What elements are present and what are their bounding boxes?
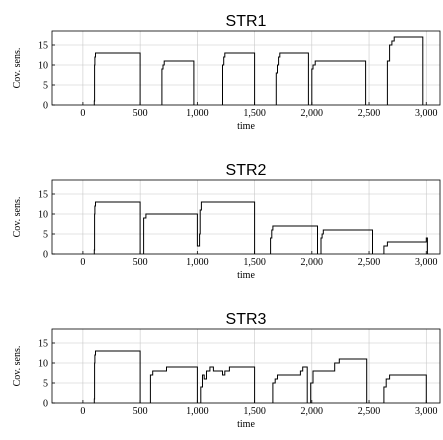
y-tick-label: 10 bbox=[38, 210, 48, 221]
x-tick-label: 2,000 bbox=[301, 257, 324, 268]
series-segment-4 bbox=[272, 366, 308, 403]
x-tick-label: 500 bbox=[133, 108, 148, 119]
panel-str2: STR2 0 500 1,000 1,500 2,000 2,500 3,000 0 5 10 15… bbox=[12, 162, 441, 281]
y-tick-label: 5 bbox=[43, 81, 48, 92]
plot-frame bbox=[51, 30, 441, 106]
series-segment-5 bbox=[383, 237, 428, 254]
x-tick-label: 0 bbox=[80, 257, 85, 268]
series-segment-2 bbox=[143, 201, 256, 254]
panel-str1: STR1 0 500 1,000 1,500 2,000 2,500 3,000 0 5 10 15… bbox=[12, 13, 441, 132]
gridlines bbox=[52, 31, 440, 106]
series-segment-3 bbox=[270, 225, 318, 254]
x-tick-label: 3,000 bbox=[415, 108, 438, 119]
gridlines bbox=[52, 180, 440, 255]
x-tick-label: 3,000 bbox=[415, 257, 438, 268]
y-tick-label: 5 bbox=[43, 379, 48, 390]
x-tick-label: 500 bbox=[133, 257, 148, 268]
y-tick-label: 15 bbox=[38, 190, 48, 201]
x-tick-label: 2,000 bbox=[301, 108, 324, 119]
gridlines bbox=[52, 329, 440, 404]
panel-title: STR2 bbox=[226, 162, 267, 179]
x-tick-label: 1,500 bbox=[243, 257, 266, 268]
series-segment-6 bbox=[383, 374, 427, 403]
x-tick-label: 2,000 bbox=[301, 406, 324, 417]
y-tick-label: 10 bbox=[38, 359, 48, 370]
x-tick-label: 2,500 bbox=[358, 406, 381, 417]
x-axis-label: time bbox=[237, 121, 255, 132]
y-tick-label: 0 bbox=[43, 250, 48, 261]
x-tick-label: 1,500 bbox=[243, 108, 266, 119]
x-axis-label: time bbox=[237, 270, 255, 281]
series-segment-5 bbox=[311, 60, 367, 105]
tick-labels: 0 500 1,000 1,500 2,000 2,500 3,000 0 5 10 15 bbox=[38, 190, 438, 269]
plot-frame bbox=[51, 179, 441, 255]
series-segment-1 bbox=[93, 350, 141, 404]
tick-labels: 0 500 1,000 1,500 2,000 2,500 3,000 0 5 10 15 bbox=[38, 41, 438, 120]
series-segment-3 bbox=[222, 52, 256, 105]
y-tick-label: 15 bbox=[38, 41, 48, 52]
panel-title: STR3 bbox=[226, 311, 267, 328]
x-tick-label: 1,000 bbox=[186, 257, 209, 268]
x-tick-label: 3,000 bbox=[415, 406, 438, 417]
series-segment-2 bbox=[149, 366, 198, 403]
y-axis-label: Cov. sens. bbox=[12, 48, 23, 89]
x-tick-label: 1,000 bbox=[186, 108, 209, 119]
plot-frame bbox=[51, 328, 441, 404]
x-tick-label: 2,500 bbox=[358, 108, 381, 119]
x-tick-label: 1,500 bbox=[243, 406, 266, 417]
series-segment-4 bbox=[320, 229, 373, 254]
series-segment-1 bbox=[93, 201, 141, 255]
x-tick-label: 0 bbox=[80, 108, 85, 119]
series-segment-4 bbox=[275, 52, 309, 105]
y-tick-label: 15 bbox=[38, 339, 48, 350]
x-tick-label: 1,000 bbox=[186, 406, 209, 417]
data-series bbox=[93, 350, 427, 404]
data-series bbox=[93, 201, 428, 255]
panel-str3: STR3 0 500 1,000 1,500 2,000 2,500 3,000 0 5 10 15… bbox=[12, 311, 441, 430]
x-tick-label: 2,500 bbox=[358, 257, 381, 268]
y-tick-label: 10 bbox=[38, 61, 48, 72]
series-segment-1 bbox=[93, 52, 141, 106]
x-tick-label: 500 bbox=[133, 406, 148, 417]
y-tick-label: 0 bbox=[43, 399, 48, 410]
series-segment-2 bbox=[161, 60, 195, 105]
y-tick-label: 5 bbox=[43, 230, 48, 241]
y-tick-label: 0 bbox=[43, 101, 48, 112]
tick-labels: 0 500 1,000 1,500 2,000 2,500 3,000 0 5 10 15 bbox=[38, 339, 438, 418]
series-segment-6 bbox=[386, 36, 424, 105]
y-axis-label: Cov. sens. bbox=[12, 346, 23, 387]
series-segment-3 bbox=[200, 366, 256, 403]
data-series bbox=[93, 36, 424, 106]
x-tick-label: 0 bbox=[80, 406, 85, 417]
y-axis-label: Cov. sens. bbox=[12, 197, 23, 238]
series-segment-5 bbox=[310, 358, 368, 403]
x-axis-label: time bbox=[237, 419, 255, 430]
panel-title: STR1 bbox=[226, 13, 267, 30]
